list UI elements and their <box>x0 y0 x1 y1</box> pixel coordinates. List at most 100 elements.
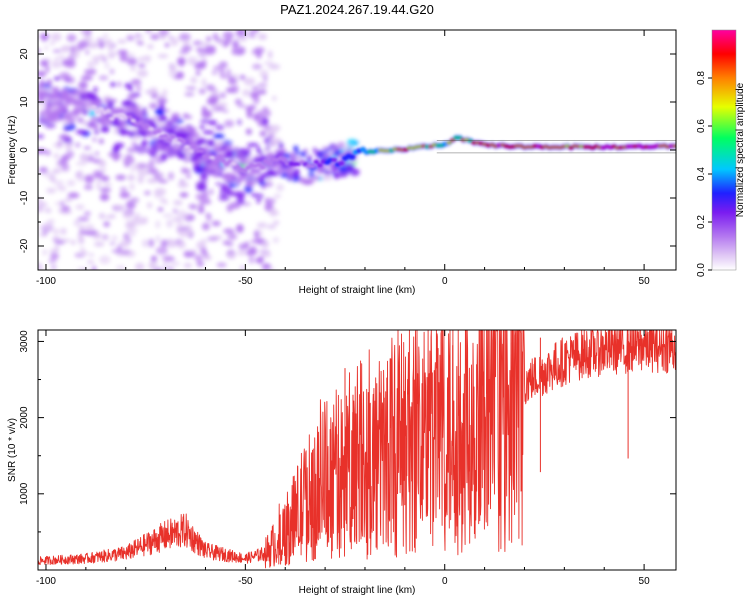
heatmap-cell <box>207 119 218 126</box>
heatmap-cell <box>77 216 90 222</box>
heatmap-cell <box>92 137 97 143</box>
heatmap-cell <box>113 145 120 153</box>
heatmap-cell <box>167 152 178 156</box>
x-tick-label: -100 <box>36 276 56 287</box>
heatmap-cell <box>217 171 223 177</box>
heatmap-cell <box>216 155 223 160</box>
heatmap-cell <box>276 151 285 157</box>
heatmap-cell <box>201 105 207 114</box>
heatmap-cell <box>266 224 277 230</box>
heatmap-cell <box>166 138 173 143</box>
heatmap-cell <box>50 32 62 42</box>
heatmap-cell <box>309 164 316 169</box>
heatmap-cell <box>157 54 169 59</box>
heatmap-cell <box>162 88 168 98</box>
heatmap-cell <box>187 60 198 65</box>
heatmap-cell <box>182 39 191 46</box>
heatmap-cell <box>240 202 252 206</box>
heatmap-cell <box>238 173 247 181</box>
heatmap-cell <box>86 260 95 264</box>
heatmap-cell <box>63 210 73 215</box>
heatmap-cell <box>162 213 174 218</box>
heatmap-cell <box>256 222 267 229</box>
heatmap-cell <box>216 262 227 268</box>
heatmap-cell <box>54 201 61 206</box>
heatmap-cell <box>268 133 274 139</box>
heatmap-cell <box>178 230 190 237</box>
heatmap-cell <box>98 75 109 81</box>
heatmap-cell <box>59 46 70 53</box>
heatmap-cell <box>45 149 51 156</box>
heatmap-cell <box>103 221 110 228</box>
heatmap-cell <box>162 133 169 139</box>
heatmap-cell <box>176 71 184 79</box>
figure-title: PAZ1.2024.267.19.44.G20 <box>280 2 434 17</box>
heatmap-cell <box>40 90 47 99</box>
heatmap-cell <box>104 215 116 219</box>
heatmap-cell <box>75 204 85 211</box>
heatmap-cell <box>138 63 146 68</box>
heatmap-cell <box>75 129 88 135</box>
heatmap-cell <box>263 181 274 187</box>
heatmap-cell <box>38 166 48 174</box>
heatmap-cell <box>120 121 125 128</box>
heatmap-cell <box>236 30 242 37</box>
heatmap-cell <box>155 220 161 229</box>
heatmap-cell <box>150 260 159 269</box>
heatmap-cell <box>269 124 281 132</box>
heatmap-cell <box>186 56 198 62</box>
heatmap-cell <box>79 30 88 35</box>
heatmap-cell <box>201 78 207 88</box>
heatmap-cell <box>83 184 93 190</box>
heatmap-cell <box>222 31 234 40</box>
heatmap-cell <box>155 246 168 255</box>
heatmap-cell <box>196 183 207 192</box>
heatmap-cell <box>45 114 56 119</box>
heatmap-cell <box>250 239 258 244</box>
heatmap-cell <box>115 174 126 181</box>
heatmap-cell <box>39 34 50 38</box>
heatmap-cell <box>38 97 46 103</box>
heatmap-cell <box>200 119 210 123</box>
heatmap-cell <box>248 255 254 264</box>
heatmap-cell <box>246 172 255 178</box>
heatmap-cell <box>248 34 257 39</box>
heatmap-ridge-cells <box>90 105 676 174</box>
heatmap-cell <box>294 151 300 156</box>
heatmap-cell <box>148 238 155 248</box>
heatmap-cell <box>62 120 71 126</box>
heatmap-cell <box>211 220 221 227</box>
heatmap-cell <box>98 138 104 145</box>
heatmap-cell <box>257 83 268 88</box>
heatmap-cell <box>58 158 68 166</box>
heatmap-cell <box>123 233 129 240</box>
heatmap-cell <box>59 200 65 207</box>
heatmap-cell <box>71 239 76 246</box>
heatmap-cell <box>108 100 114 108</box>
heatmap-cell <box>264 267 276 270</box>
heatmap-cell <box>46 118 53 123</box>
heatmap-cell <box>132 199 139 204</box>
heatmap-cell <box>122 156 135 165</box>
heatmap-cell <box>125 52 136 58</box>
heatmap-cell <box>58 72 71 81</box>
heatmap-cell <box>58 185 67 192</box>
heatmap-cell <box>196 241 206 249</box>
heatmap-cell <box>67 111 75 117</box>
heatmap-cell <box>128 174 134 181</box>
heatmap-cell <box>219 189 228 198</box>
heatmap-cell <box>66 34 77 42</box>
heatmap-cell <box>149 158 155 166</box>
heatmap-cell <box>38 232 48 237</box>
heatmap-cell <box>186 136 194 142</box>
heatmap-cell <box>90 105 97 110</box>
heatmap-cell <box>64 98 72 105</box>
heatmap-cell <box>249 169 261 174</box>
heatmap-cell <box>337 142 346 146</box>
y-tick-label: 0 <box>19 147 30 153</box>
heatmap-cell <box>218 39 225 46</box>
heatmap-cell <box>213 142 225 147</box>
heatmap-cell <box>86 42 99 49</box>
heatmap-cell <box>181 45 193 52</box>
heatmap-cell <box>195 70 201 76</box>
